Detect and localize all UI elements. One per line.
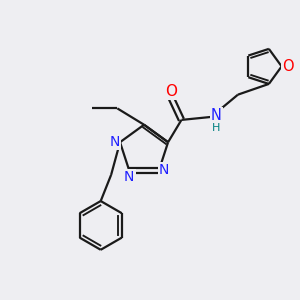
Text: N: N [124,170,134,184]
Text: N: N [211,108,222,123]
Text: N: N [159,164,169,177]
Text: N: N [110,135,120,149]
Text: H: H [212,123,221,133]
Text: O: O [282,59,294,74]
Text: O: O [165,84,177,99]
